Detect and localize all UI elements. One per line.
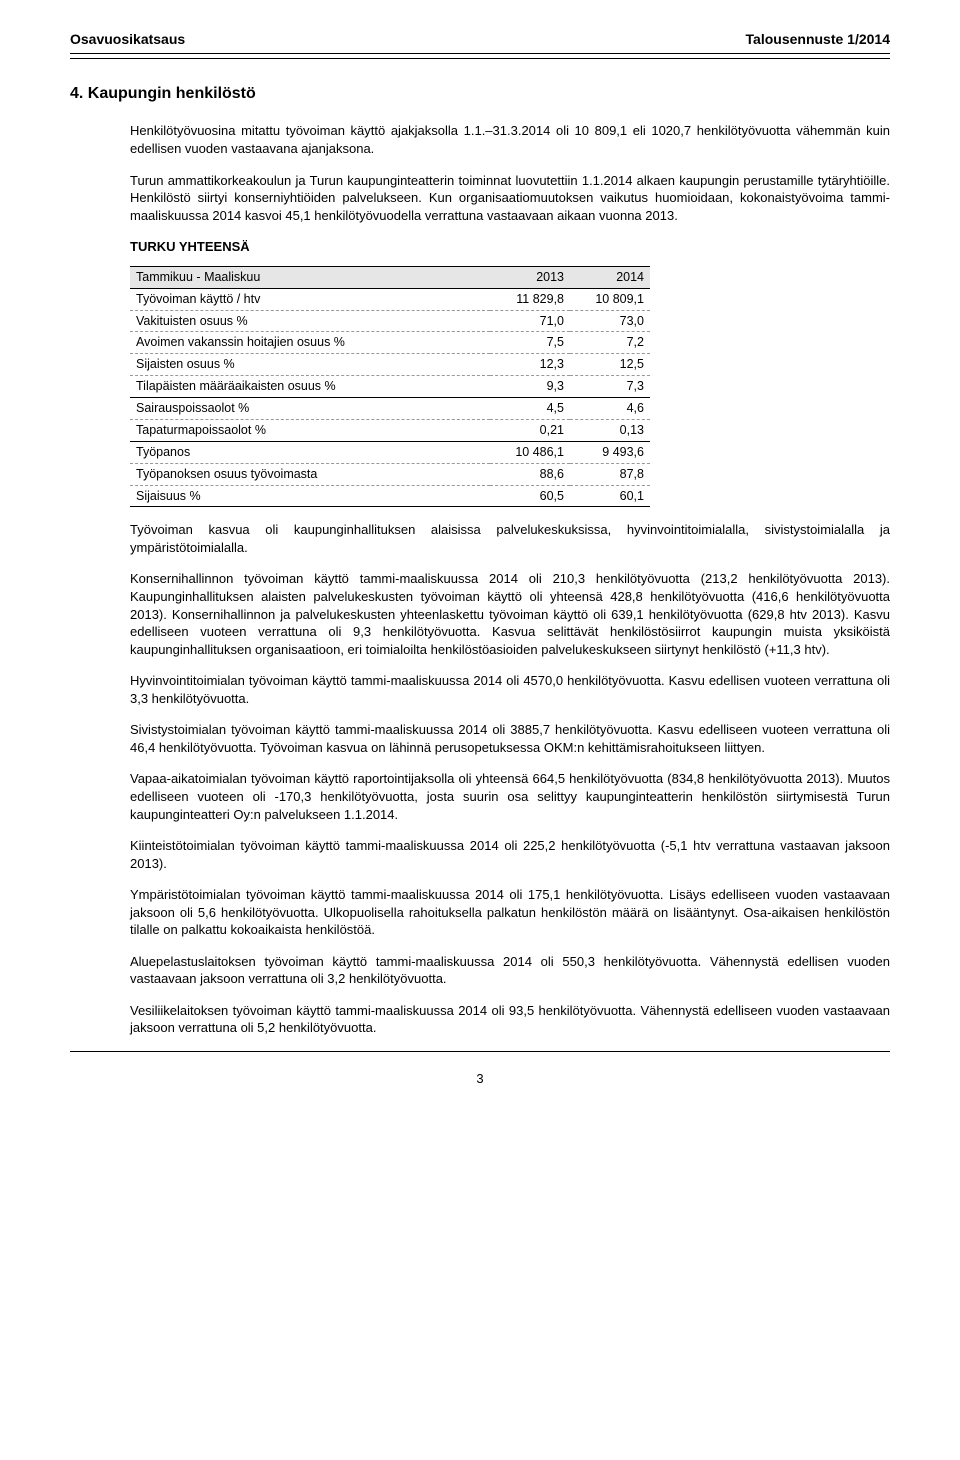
footer-rule xyxy=(70,1051,890,1052)
header-right: Talousennuste 1/2014 xyxy=(746,30,890,49)
table-row: Tapaturmapoissaolot %0,210,13 xyxy=(130,419,650,441)
section-body: Henkilötyövuosina mitattu työvoiman käyt… xyxy=(70,122,890,1036)
table-row: Sijaisten osuus %12,312,5 xyxy=(130,354,650,376)
row-label: Työvoiman käyttö / htv xyxy=(130,288,490,310)
paragraph: Kiinteistötoimialan työvoiman käyttö tam… xyxy=(130,837,890,872)
paragraph: Konsernihallinnon työvoiman käyttö tammi… xyxy=(130,570,890,658)
row-label: Tilapäisten määräaikaisten osuus % xyxy=(130,376,490,398)
row-value: 4,6 xyxy=(570,398,650,420)
header-left: Osavuosikatsaus xyxy=(70,30,185,49)
row-value: 12,3 xyxy=(490,354,570,376)
summary-table: Tammikuu - Maaliskuu 2013 2014 Työvoiman… xyxy=(130,266,650,508)
row-value: 4,5 xyxy=(490,398,570,420)
paragraph: Ympäristötoimialan työvoiman käyttö tamm… xyxy=(130,886,890,939)
row-value: 7,3 xyxy=(570,376,650,398)
paragraph: Vapaa-aikatoimialan työvoiman käyttö rap… xyxy=(130,770,890,823)
table-row: Tilapäisten määräaikaisten osuus %9,37,3 xyxy=(130,376,650,398)
paragraph: Sivistystoimialan työvoiman käyttö tammi… xyxy=(130,721,890,756)
row-value: 71,0 xyxy=(490,310,570,332)
table-row: Vakituisten osuus %71,073,0 xyxy=(130,310,650,332)
table-header-year: 2014 xyxy=(570,266,650,288)
paragraph: Vesiliikelaitoksen työvoiman käyttö tamm… xyxy=(130,1002,890,1037)
paragraph: Työvoiman kasvua oli kaupunginhallitukse… xyxy=(130,521,890,556)
page-header: Osavuosikatsaus Talousennuste 1/2014 xyxy=(70,30,890,54)
row-value: 60,1 xyxy=(570,485,650,507)
row-value: 87,8 xyxy=(570,463,650,485)
page-number: 3 xyxy=(70,1070,890,1088)
row-value: 11 829,8 xyxy=(490,288,570,310)
row-value: 10 486,1 xyxy=(490,441,570,463)
paragraph: Hyvinvointitoimialan työvoiman käyttö ta… xyxy=(130,672,890,707)
row-label: Tapaturmapoissaolot % xyxy=(130,419,490,441)
section-title: 4. Kaupungin henkilöstö xyxy=(70,83,890,105)
table-header-year: 2013 xyxy=(490,266,570,288)
paragraph: Turun ammattikorkeakoulun ja Turun kaupu… xyxy=(130,172,890,225)
table-row: Työpanoksen osuus työvoimasta88,687,8 xyxy=(130,463,650,485)
row-value: 7,5 xyxy=(490,332,570,354)
table-row: Avoimen vakanssin hoitajien osuus %7,57,… xyxy=(130,332,650,354)
table-row: Sairauspoissaolot %4,54,6 xyxy=(130,398,650,420)
row-value: 60,5 xyxy=(490,485,570,507)
table-header-label: Tammikuu - Maaliskuu xyxy=(130,266,490,288)
table-title: TURKU YHTEENSÄ xyxy=(130,238,890,256)
table-row: Työvoiman käyttö / htv11 829,810 809,1 xyxy=(130,288,650,310)
row-label: Sairauspoissaolot % xyxy=(130,398,490,420)
row-value: 0,13 xyxy=(570,419,650,441)
table-header-row: Tammikuu - Maaliskuu 2013 2014 xyxy=(130,266,650,288)
paragraph: Aluepelastuslaitoksen työvoiman käyttö t… xyxy=(130,953,890,988)
table-row: Sijaisuus %60,560,1 xyxy=(130,485,650,507)
row-label: Työpanoksen osuus työvoimasta xyxy=(130,463,490,485)
row-label: Avoimen vakanssin hoitajien osuus % xyxy=(130,332,490,354)
row-value: 0,21 xyxy=(490,419,570,441)
row-label: Sijaisuus % xyxy=(130,485,490,507)
row-label: Vakituisten osuus % xyxy=(130,310,490,332)
row-value: 73,0 xyxy=(570,310,650,332)
row-value: 7,2 xyxy=(570,332,650,354)
row-label: Työpanos xyxy=(130,441,490,463)
row-value: 10 809,1 xyxy=(570,288,650,310)
row-value: 12,5 xyxy=(570,354,650,376)
table-row: Työpanos10 486,19 493,6 xyxy=(130,441,650,463)
row-label: Sijaisten osuus % xyxy=(130,354,490,376)
row-value: 9 493,6 xyxy=(570,441,650,463)
header-rule xyxy=(70,58,890,59)
paragraph: Henkilötyövuosina mitattu työvoiman käyt… xyxy=(130,122,890,157)
row-value: 9,3 xyxy=(490,376,570,398)
row-value: 88,6 xyxy=(490,463,570,485)
